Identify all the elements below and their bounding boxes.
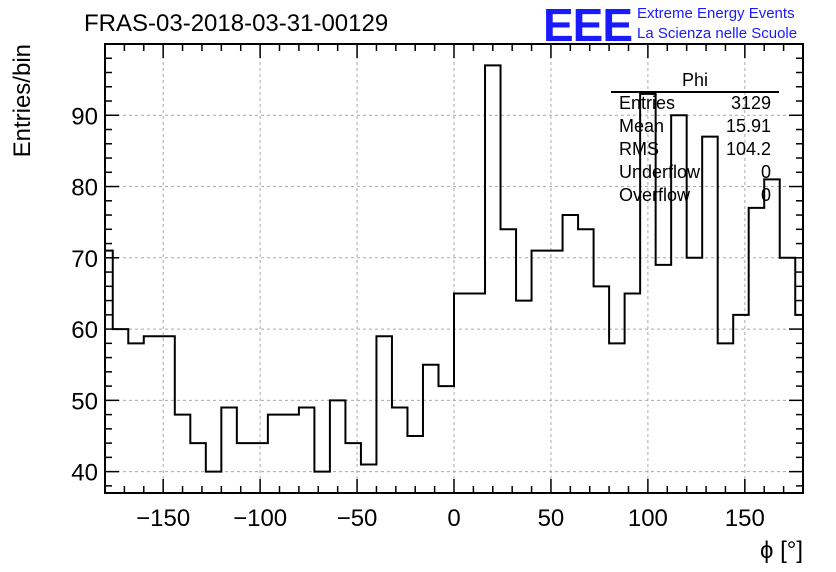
y-axis-label: Entries/bin [9,44,36,157]
histogram-bin [516,301,532,493]
x-tick-label: 150 [725,505,765,532]
histogram-bin [485,65,501,493]
histogram-bin [547,251,563,493]
x-tick-label: −50 [337,505,378,532]
stat-row-rms: RMS 104.2 [619,139,771,161]
stat-value: 3129 [730,93,771,113]
histogram-bin [345,443,361,493]
histogram-bin [594,286,610,493]
histogram-bin [330,400,346,493]
histogram-bin [454,293,470,493]
x-tick-label: 0 [447,505,460,532]
logo-caption-line1: Extreme Energy Events [637,5,795,22]
histogram-bin [733,315,749,493]
histogram-bin [625,293,641,493]
stat-label: Entries [619,93,676,113]
x-tick-label: 50 [538,505,565,532]
histogram-bin [438,386,454,493]
stat-value: 0 [760,162,771,182]
histogram-bins [105,64,804,493]
histogram-bin [159,336,175,493]
stat-value: 104.2 [725,139,771,159]
histogram-bin [175,415,191,493]
histogram-bin [423,365,439,493]
y-tick-label: 50 [71,388,98,415]
y-tick-label: 60 [71,317,98,344]
histogram-bin [764,179,780,493]
histogram-bin [749,208,765,493]
histogram-bin [190,443,206,493]
histogram-bin [780,258,796,493]
histogram-bin [609,343,625,493]
stats-box: Phi Entries 3129 Mean 15.91 RMS 104.2 Un… [611,70,779,212]
histogram-bin [687,258,703,493]
histogram-bin [407,436,423,493]
x-axis-label: ϕ [°] [760,537,803,564]
histogram-bin [578,229,594,493]
chart-title: FRAS-03-2018-03-31-00129 [84,10,389,37]
stat-row-entries: Entries 3129 [619,93,771,115]
histogram-bin [268,415,284,493]
histogram-bin [128,343,144,493]
stat-label: RMS [619,139,659,159]
stats-divider [611,91,779,93]
histogram-outline [105,64,804,473]
histogram-bin [795,315,803,493]
logo-caption-line2: La Scienza nelle Scuole [637,25,798,42]
histogram-bin [656,265,672,493]
histogram-bin [221,407,237,493]
x-tick-label: 100 [628,505,668,532]
histogram-bin [718,343,734,493]
eee-logo: EEE [543,0,633,51]
x-axis-ticks: −150 −100 −50 0 50 100 150 [104,44,804,532]
histogram-bin [392,407,408,493]
histogram-bin [376,336,392,493]
histogram-bin [532,251,548,493]
stat-row-overflow: Overflow 0 [619,185,771,207]
stat-label: Overflow [619,185,691,205]
histogram-bin [237,443,253,493]
histogram-bin [314,472,330,493]
histogram-bin [470,293,486,493]
histogram-bin [361,464,377,493]
logo-caption: Extreme Energy Events La Scienza nelle S… [637,4,797,44]
stat-row-mean: Mean 15.91 [619,116,771,138]
x-tick-label: −100 [233,505,287,532]
y-axis-ticks: 40 50 60 70 80 90 [71,43,803,487]
histogram-bin [501,229,517,493]
stat-label: Mean [619,116,665,136]
stat-row-underflow: Underflow 0 [619,162,771,184]
stat-value: 0 [760,185,771,205]
histogram-bin [563,215,579,493]
stats-title: Phi [681,70,708,90]
y-tick-label: 80 [71,175,98,202]
histogram-bin [206,472,222,493]
y-tick-label: 90 [71,103,98,130]
stat-label: Underflow [619,162,701,182]
histogram-bin [144,336,160,493]
stat-value: 15.91 [725,116,771,136]
y-tick-label: 70 [71,246,98,273]
histogram-bin [299,407,315,493]
histogram-bin [113,329,129,493]
x-tick-label: −150 [136,505,190,532]
y-tick-label: 40 [71,460,98,487]
histogram-bin [283,415,299,493]
